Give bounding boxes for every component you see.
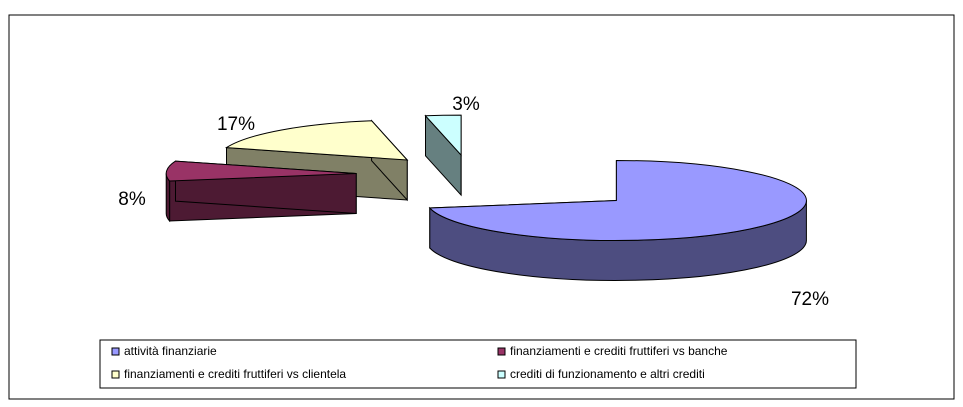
legend-swatch xyxy=(497,347,506,356)
legend-label: finanziamenti e crediti fruttiferi vs cl… xyxy=(124,367,346,381)
legend-swatch xyxy=(111,370,120,379)
legend-swatch xyxy=(497,370,506,379)
slice xyxy=(424,114,462,197)
data-label: 72% xyxy=(791,289,829,310)
legend-label: attività finanziarie xyxy=(124,344,217,358)
slice xyxy=(424,114,462,157)
legend-swatch xyxy=(111,347,120,356)
slice xyxy=(165,160,357,182)
legend-box xyxy=(99,339,857,389)
slice xyxy=(165,160,357,223)
data-label: 3% xyxy=(452,94,480,115)
legend-label: finanziamenti e crediti fruttiferi vs ba… xyxy=(510,344,728,358)
data-label: 17% xyxy=(217,114,255,135)
slice xyxy=(428,159,807,281)
legend-label: crediti di funzionamento e altri crediti xyxy=(510,367,705,381)
data-label: 8% xyxy=(118,189,146,210)
slice xyxy=(224,120,409,161)
slice xyxy=(428,159,807,241)
